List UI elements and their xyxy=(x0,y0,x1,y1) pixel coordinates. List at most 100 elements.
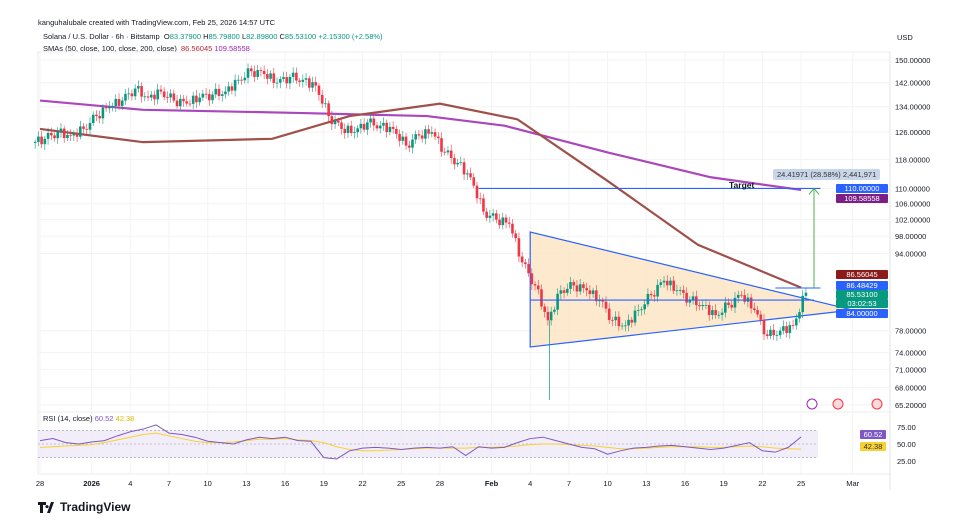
candle-body xyxy=(204,93,208,95)
x-tick-label: 7 xyxy=(167,479,171,488)
candle-body xyxy=(175,100,179,107)
candle-body xyxy=(756,310,759,315)
candle-body xyxy=(604,301,608,309)
candle-body xyxy=(591,290,595,294)
candle-body xyxy=(782,326,785,331)
candle-body xyxy=(404,136,408,146)
candle-body xyxy=(440,138,443,152)
high-value: 85.79800 xyxy=(208,32,240,41)
candle-body xyxy=(275,82,279,84)
candle-body xyxy=(698,305,701,307)
candle-body xyxy=(414,134,418,140)
candle-body xyxy=(311,82,314,88)
candle-body xyxy=(211,94,214,101)
candle-body xyxy=(504,217,508,223)
candle-body xyxy=(562,290,566,293)
candle-body xyxy=(794,318,798,326)
candle-body xyxy=(614,316,617,321)
candle-body xyxy=(407,145,411,148)
candle-body xyxy=(765,334,769,337)
candle-body xyxy=(598,300,601,302)
candle-body xyxy=(559,290,563,294)
candle-body xyxy=(101,107,105,119)
symbol-legend: Solana / U.S. Dollar · 6h · Bitstamp O83… xyxy=(43,32,383,41)
candle-body xyxy=(478,198,482,200)
rsi-legend: RSI (14, close) 60.52 42.38 xyxy=(43,414,134,423)
candle-body xyxy=(43,138,47,145)
rsi-tag: 42.38 xyxy=(860,442,886,451)
candle-body xyxy=(427,129,430,134)
y-tick-label: 106.00000 xyxy=(895,200,930,209)
candle-body xyxy=(288,76,292,84)
candle-body xyxy=(133,88,137,97)
candle-body xyxy=(278,78,282,83)
candle-body xyxy=(304,78,308,80)
candle-body xyxy=(420,135,424,139)
candle-body xyxy=(624,325,627,327)
candle-body xyxy=(453,157,456,165)
candle-body xyxy=(582,284,585,289)
candle-body xyxy=(237,79,240,81)
symbol-title: Solana / U.S. Dollar · 6h · Bitstamp xyxy=(43,32,160,41)
price-tag: 85.53100 xyxy=(836,290,888,299)
candle-body xyxy=(611,319,614,321)
x-tick-label: 25 xyxy=(797,479,805,488)
candle-body xyxy=(691,296,695,301)
candle-body xyxy=(588,290,592,294)
candle-body xyxy=(491,213,495,216)
close-value: 85.53100 xyxy=(284,32,317,41)
price-tag: 86.56045 xyxy=(836,270,888,279)
candle-body xyxy=(262,70,266,75)
candle-body xyxy=(536,285,540,290)
candle-body xyxy=(124,93,127,101)
candle-body xyxy=(791,325,795,326)
candle-body xyxy=(72,133,76,136)
candle-body xyxy=(227,86,230,92)
candle-body xyxy=(527,264,530,274)
x-tick-label: 7 xyxy=(567,479,571,488)
candle-body xyxy=(272,73,276,83)
candle-body xyxy=(540,289,543,307)
candle-body xyxy=(753,308,756,311)
candle-body xyxy=(672,280,676,291)
x-tick-label: 19 xyxy=(320,479,328,488)
candle-body xyxy=(649,293,653,296)
x-tick-label: 10 xyxy=(204,479,212,488)
candle-body xyxy=(717,314,721,316)
x-tick-label: 28 xyxy=(436,479,444,488)
candle-body xyxy=(75,133,79,137)
candle-body xyxy=(182,98,185,102)
low-value: 82.89800 xyxy=(246,32,278,41)
x-tick-label: 19 xyxy=(720,479,728,488)
candle-body xyxy=(382,122,385,126)
candle-body xyxy=(378,125,382,129)
candle-body xyxy=(191,95,195,104)
candle-body xyxy=(356,128,359,133)
rsi-ma-value: 42.38 xyxy=(115,414,135,423)
candle-body xyxy=(798,312,801,319)
candle-body xyxy=(166,97,169,98)
target-label: Target xyxy=(729,180,755,190)
candle-body xyxy=(707,304,711,316)
candle-body xyxy=(353,132,356,133)
symmetrical-triangle xyxy=(529,231,853,348)
candle-body xyxy=(256,70,259,77)
candle-body xyxy=(117,98,121,106)
candle-body xyxy=(595,290,598,302)
candle-body xyxy=(736,294,740,298)
candle-body xyxy=(49,132,53,136)
candle-body xyxy=(240,79,243,81)
measure-label: 24.41971 (28.58%) 2,441,971 xyxy=(773,169,881,180)
x-tick-label: 2026 xyxy=(83,479,100,488)
candle-body xyxy=(772,329,775,336)
candle-body xyxy=(417,134,421,136)
candle-body xyxy=(66,134,69,139)
candle-body xyxy=(495,213,498,220)
candle-body xyxy=(214,88,218,95)
candle-body xyxy=(56,132,60,139)
candle-body xyxy=(327,103,330,117)
x-tick-label: 28 xyxy=(36,479,44,488)
candle-body xyxy=(259,70,263,71)
sma-legend: SMAs (50, close, 100, close, 200, close)… xyxy=(43,44,250,53)
